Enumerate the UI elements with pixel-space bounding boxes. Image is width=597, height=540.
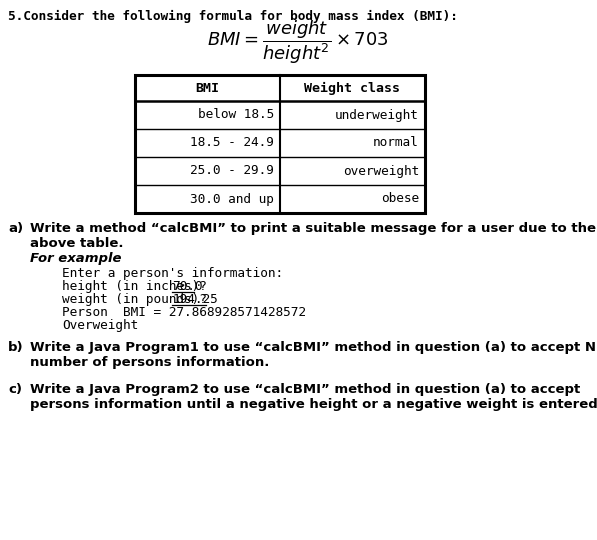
Text: Write a Java Program1 to use “calcBMI” method in question (a) to accept N: Write a Java Program1 to use “calcBMI” m… (30, 341, 596, 354)
Text: For example: For example (30, 252, 122, 265)
Text: above table.: above table. (30, 237, 124, 250)
Text: 25.0 - 29.9: 25.0 - 29.9 (190, 165, 274, 178)
Text: number of persons information.: number of persons information. (30, 356, 269, 369)
Text: 30.0 and up: 30.0 and up (190, 192, 274, 206)
Text: Write a method “calcBMI” to print a suitable message for a user due to the: Write a method “calcBMI” to print a suit… (30, 222, 596, 235)
Text: normal: normal (373, 137, 419, 150)
Text: c): c) (8, 383, 22, 396)
Text: Overweight: Overweight (62, 319, 139, 332)
Text: below 18.5: below 18.5 (198, 109, 274, 122)
Text: BMI: BMI (195, 82, 220, 94)
Text: b): b) (8, 341, 24, 354)
Text: Write a Java Program2 to use “calcBMI” method in question (a) to accept: Write a Java Program2 to use “calcBMI” m… (30, 383, 580, 396)
Bar (135, 75, 425, 213)
Text: 194.25: 194.25 (173, 293, 218, 306)
Text: height (in inches)?: height (in inches)? (62, 280, 214, 293)
Text: obese: obese (381, 192, 419, 206)
Text: weight (in pounds)?: weight (in pounds)? (62, 293, 214, 306)
Text: Person  BMI = 27.868928571428572: Person BMI = 27.868928571428572 (62, 306, 306, 319)
Text: $\mathit{BMI} = \dfrac{\mathit{weight}}{\mathit{height}^2} \times 703$: $\mathit{BMI} = \dfrac{\mathit{weight}}{… (207, 18, 389, 66)
Text: underweight: underweight (335, 109, 419, 122)
Text: 18.5 - 24.9: 18.5 - 24.9 (190, 137, 274, 150)
Text: persons information until a negative height or a negative weight is entered.: persons information until a negative hei… (30, 398, 597, 411)
Text: Weight class: Weight class (304, 82, 401, 94)
Text: overweight: overweight (343, 165, 419, 178)
Text: a): a) (8, 222, 23, 235)
Text: 70.0: 70.0 (173, 280, 203, 293)
Text: 5.Consider the following formula for body mass index (BMI):: 5.Consider the following formula for bod… (8, 10, 458, 23)
Text: Enter a person's information:: Enter a person's information: (62, 267, 283, 280)
